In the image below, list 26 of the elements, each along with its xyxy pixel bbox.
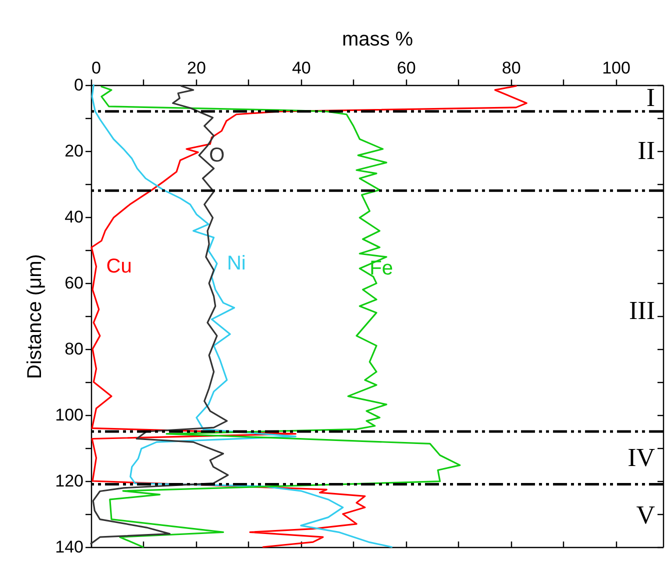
y-tick-label: 80 [64,340,84,358]
x-tick-label: 0 [92,58,101,78]
y-tick-label: 140 [55,538,84,556]
x-tick-label: 80 [502,58,521,78]
series-label: O [209,144,225,166]
y-tick-label: 120 [55,472,84,490]
annotation: V [636,500,656,530]
series-label: Cu [106,256,132,278]
annotation: I [646,83,655,112]
x-tick-label: 100 [602,58,630,78]
x-tick-label: 60 [396,58,416,78]
line-series [100,86,461,548]
y-tick-label: 0 [74,76,84,94]
x-tick-label: 20 [186,58,206,78]
annotation: III [629,296,655,326]
y-tick-label: 60 [64,274,84,292]
y-tick-label: 20 [64,142,84,160]
annotation: IV [628,442,656,472]
y-tick-label: 40 [64,208,84,226]
annotation: II [638,136,655,165]
x-tick-label: 40 [292,58,311,78]
y-tick-label: 100 [55,406,84,424]
y-axis-title: Distance (μm) [24,254,46,379]
x-axis-title: mass % [342,28,414,50]
series-label: Ni [226,252,246,275]
line-series [90,85,229,544]
